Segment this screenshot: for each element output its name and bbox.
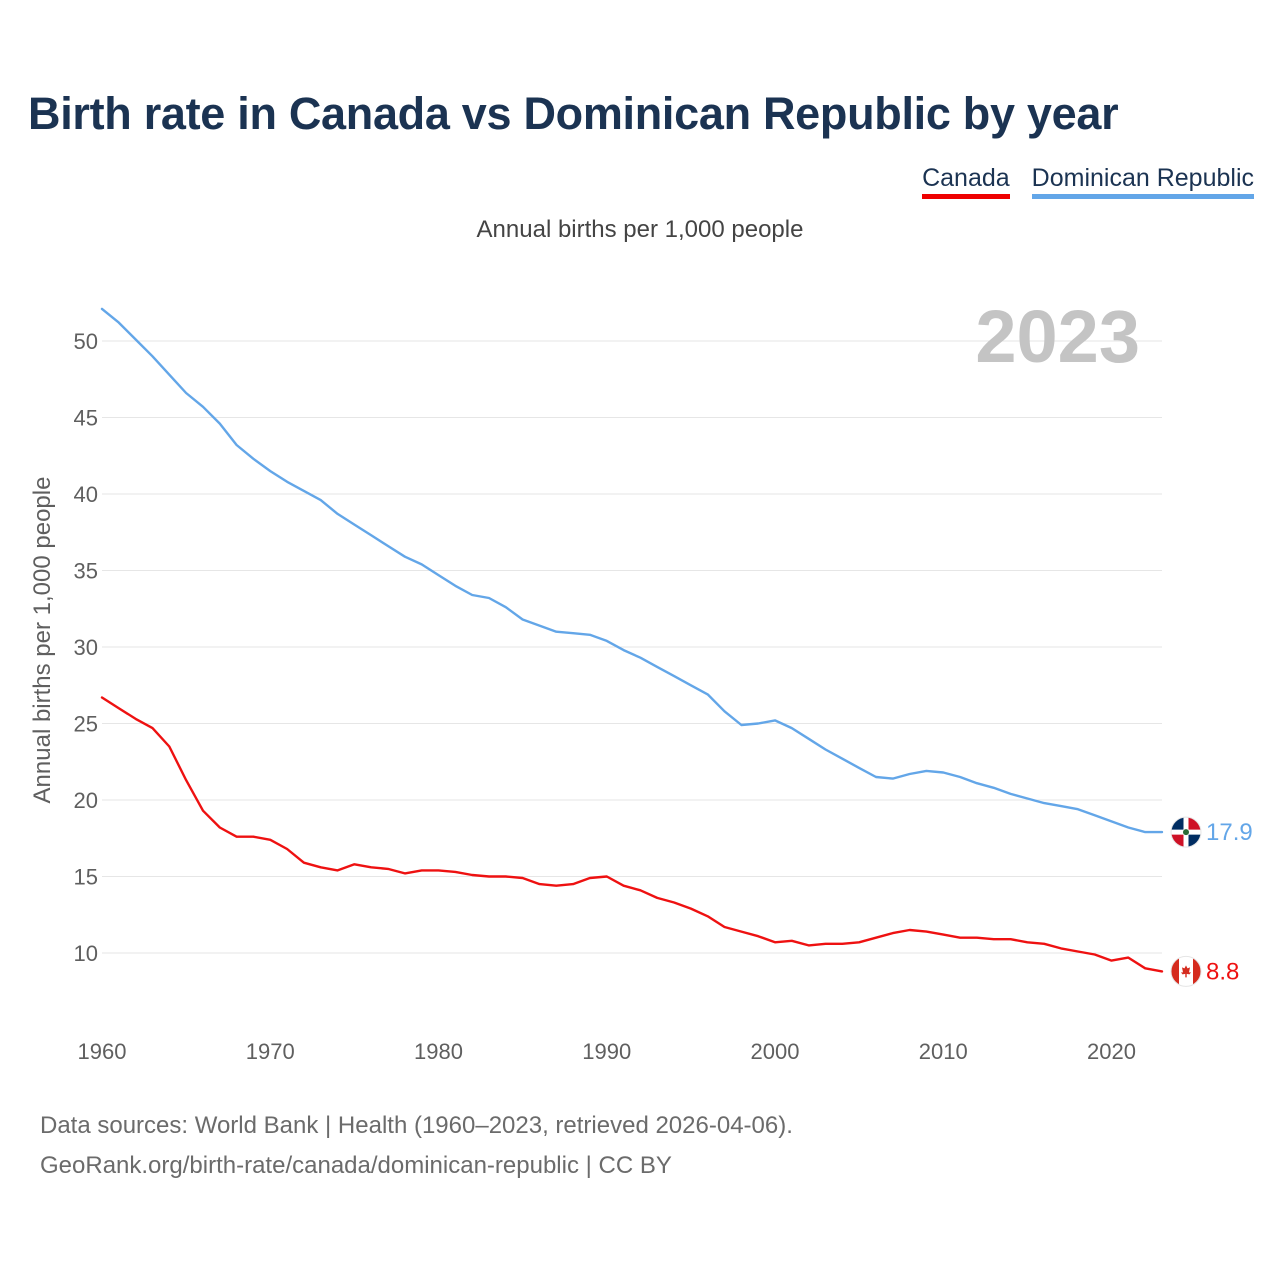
- series-line-dominican-republic: [100, 307, 1164, 834]
- y-tick-20: 20: [74, 788, 98, 813]
- dominican-republic-flag-icon: [1170, 816, 1202, 848]
- y-axis-label: Annual births per 1,000 people: [29, 477, 56, 804]
- page-title: Birth rate in Canada vs Dominican Republ…: [28, 88, 1119, 139]
- data-source-note: Data sources: World Bank | Health (1960–…: [40, 1106, 793, 1186]
- y-tick-15: 15: [74, 865, 98, 890]
- legend-item-dominican-republic[interactable]: Dominican Republic: [1031, 164, 1254, 199]
- y-tick-25: 25: [74, 712, 98, 737]
- series-line-canada: [100, 696, 1164, 973]
- y-axis-ticks: 10 15 20 25 30 35 40 45 50: [74, 329, 98, 966]
- dominican-republic-end-value: 17.9: [1206, 819, 1253, 846]
- x-tick-1960: 1960: [78, 1039, 127, 1064]
- y-tick-50: 50: [74, 329, 98, 354]
- x-tick-1990: 1990: [582, 1039, 631, 1064]
- gridlines: [102, 340, 1162, 954]
- y-tick-30: 30: [74, 635, 98, 660]
- series-lines: [100, 307, 1164, 973]
- legend-item-canada[interactable]: Canada: [922, 164, 1010, 199]
- canada-flag-icon: [1170, 955, 1202, 987]
- credit-line[interactable]: GeoRank.org/birth-rate/canada/dominican-…: [40, 1152, 672, 1179]
- x-tick-2000: 2000: [751, 1039, 800, 1064]
- canada-end-value: 8.8: [1206, 958, 1239, 985]
- y-tick-35: 35: [74, 559, 98, 584]
- source-line: Data sources: World Bank | Health (1960–…: [40, 1112, 793, 1139]
- y-tick-10: 10: [74, 941, 98, 966]
- x-tick-2010: 2010: [919, 1039, 968, 1064]
- x-tick-2020: 2020: [1087, 1039, 1136, 1064]
- y-tick-45: 45: [74, 406, 98, 431]
- current-year-label: 2023: [975, 295, 1140, 378]
- chart-legend: Canada Dominican Republic: [922, 164, 1254, 199]
- x-tick-1970: 1970: [246, 1039, 295, 1064]
- y-tick-40: 40: [74, 482, 98, 507]
- x-tick-1980: 1980: [414, 1039, 463, 1064]
- chart-subtitle: Annual births per 1,000 people: [476, 216, 804, 243]
- x-axis-ticks: 1960 1970 1980 1990 2000 2010 2020: [78, 1039, 1136, 1064]
